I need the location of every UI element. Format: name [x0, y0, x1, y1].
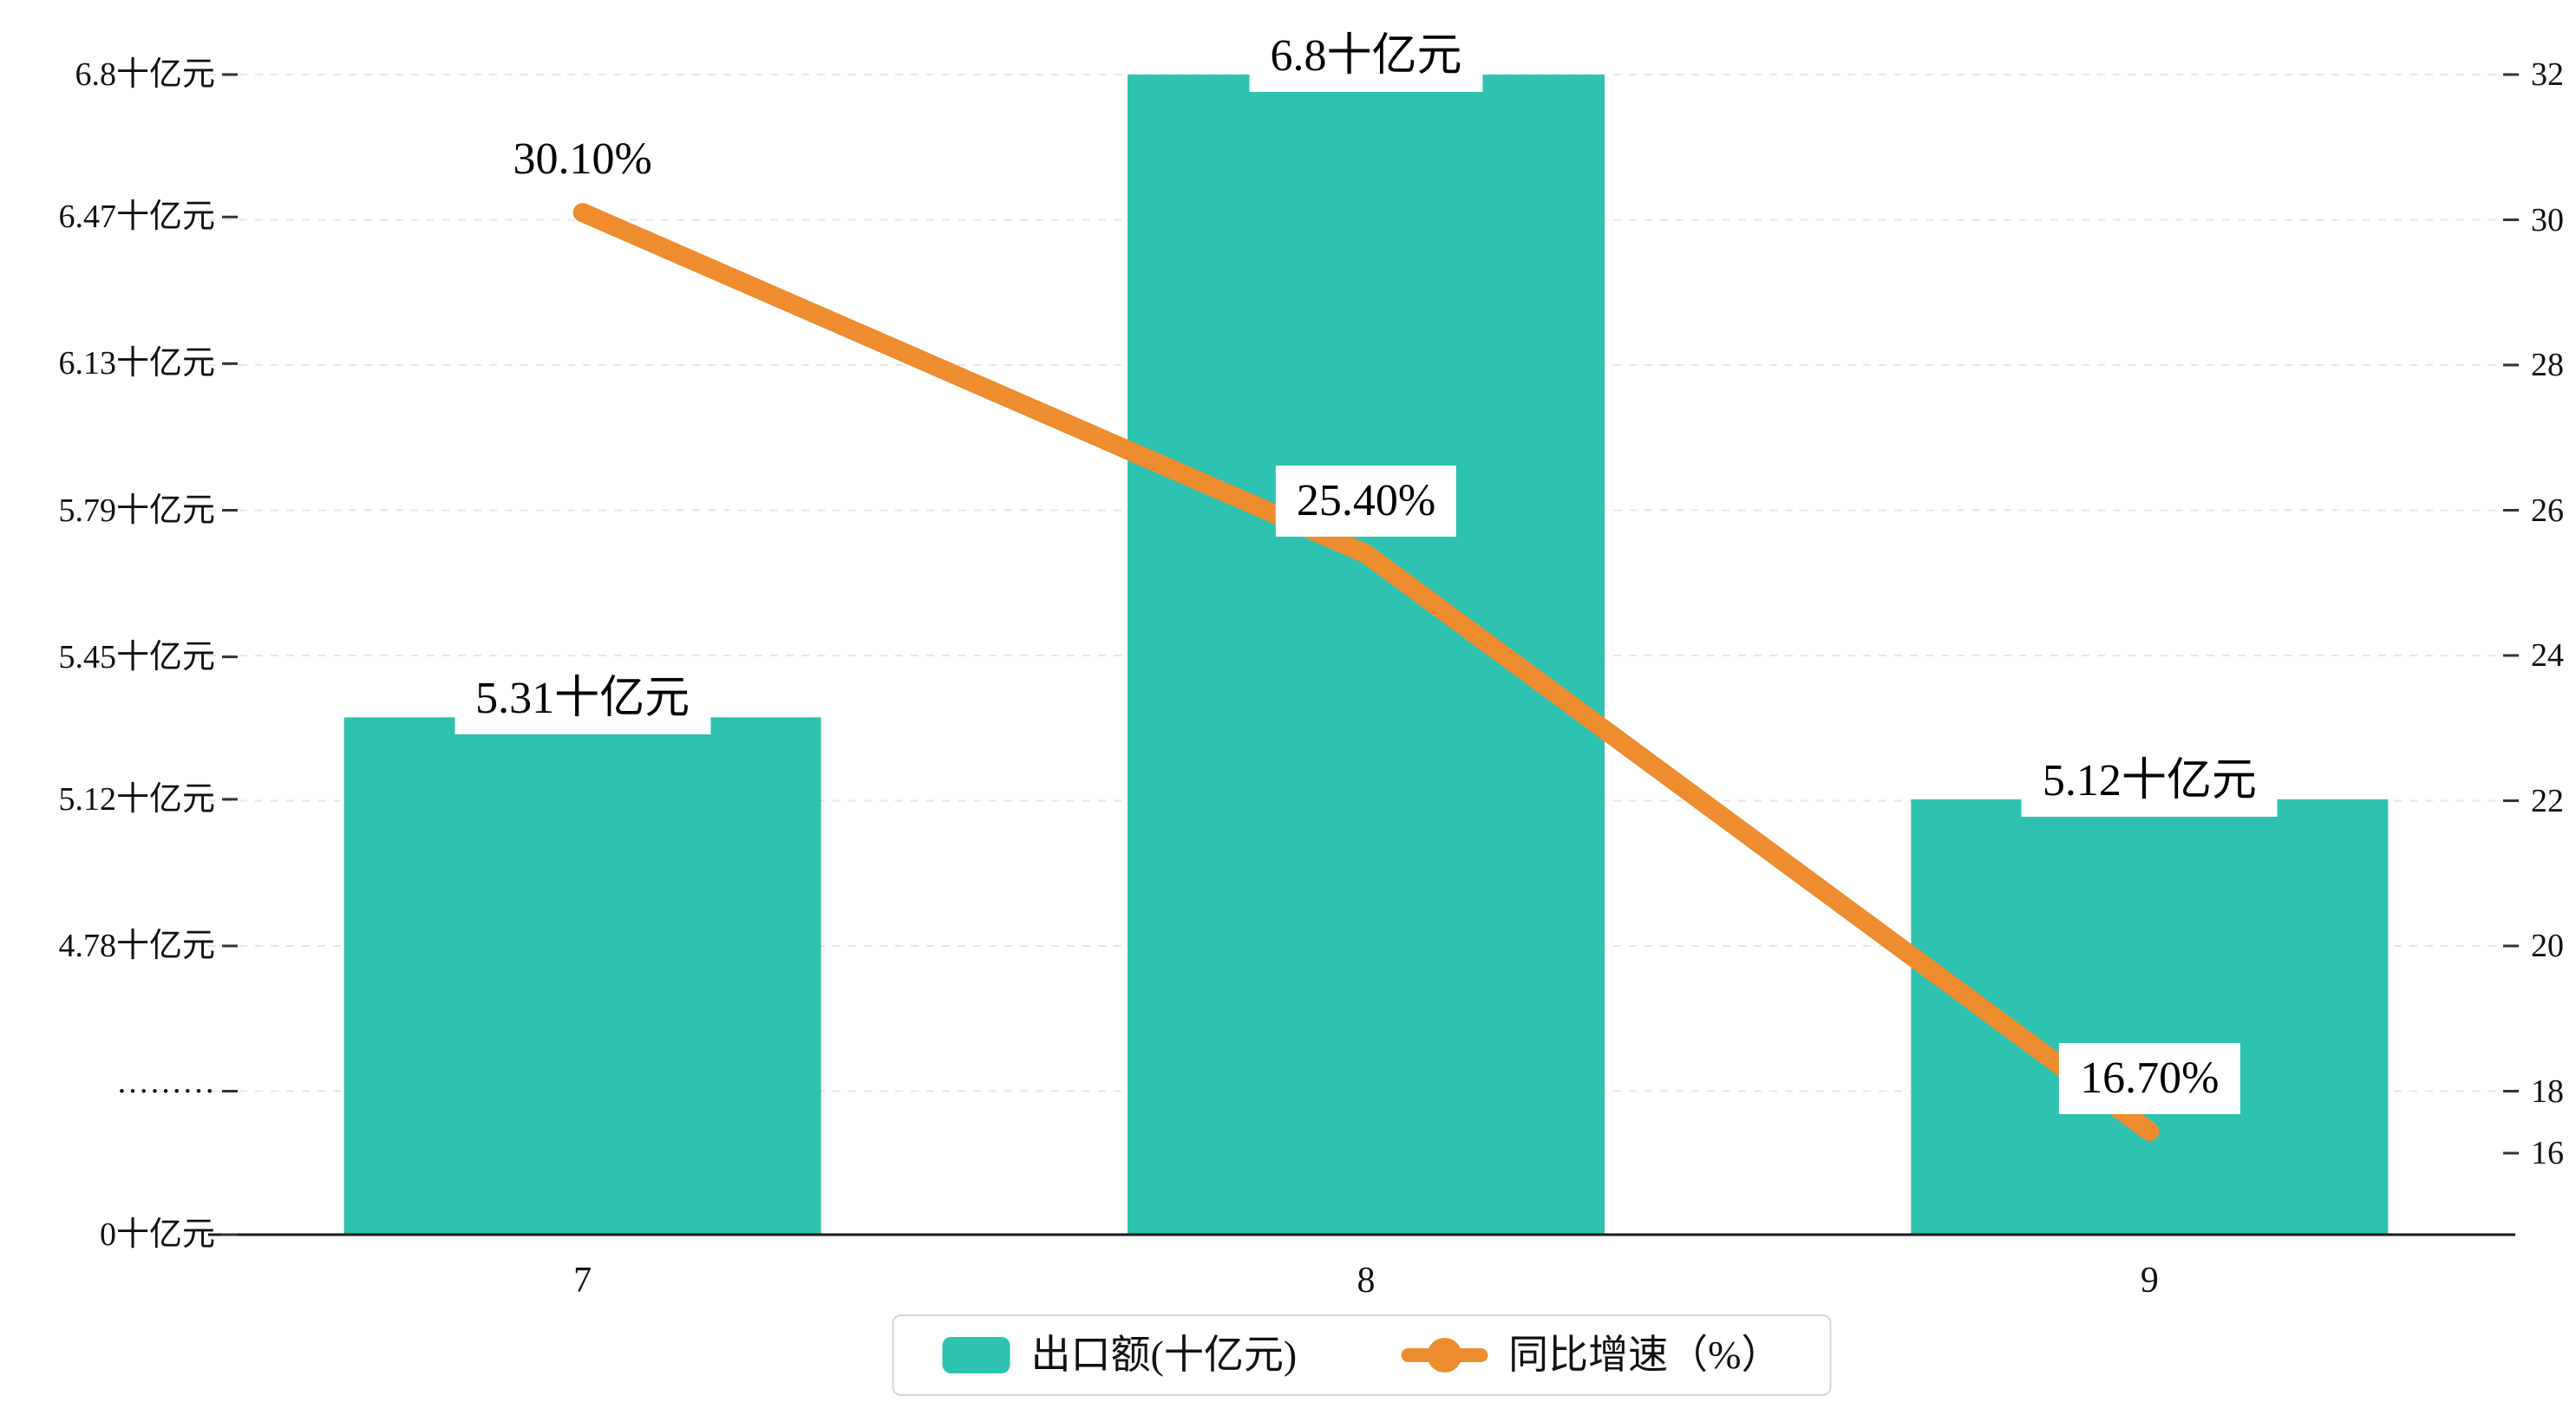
x-axis-label: 8 — [1357, 1261, 1376, 1301]
right-axis-tick-label: 24 — [2531, 637, 2564, 674]
growth-line[interactable] — [572, 203, 2160, 1141]
bar-value-label: 6.8十亿元 — [1249, 21, 1483, 93]
line-series-marker-icon — [1401, 1336, 1488, 1374]
left-axis-tick-label: 5.12十亿元 — [58, 780, 215, 818]
right-axis-tick-label: 22 — [2531, 782, 2564, 819]
legend-label-growth: 同比增速（%） — [1508, 1333, 1782, 1377]
legend-label-export: 出口额(十亿元) — [1030, 1333, 1298, 1377]
left-axis-tick-label: 4.78十亿元 — [58, 928, 215, 964]
left-axis-tick-label: 6.8十亿元 — [75, 56, 215, 94]
right-axis-tick-label: 16 — [2531, 1135, 2564, 1171]
left-axis-tick-label: 5.45十亿元 — [58, 638, 215, 675]
legend: 出口额(十亿元) 同比增速（%） — [892, 1314, 1832, 1396]
bar-month-7[interactable] — [343, 717, 821, 1235]
legend-item-export-bar[interactable]: 出口额(十亿元) — [942, 1328, 1298, 1382]
right-axis-tick-label: 26 — [2531, 492, 2564, 529]
line-value-label: 25.40% — [1275, 465, 1457, 537]
left-axis-break-label: ········· — [116, 1073, 215, 1110]
left-axis-tick-label: 6.47十亿元 — [58, 199, 215, 236]
right-axis-tick-label: 30 — [2531, 201, 2564, 238]
bar-month-8[interactable] — [1128, 75, 1605, 1235]
right-axis-tick-label: 28 — [2531, 347, 2564, 383]
x-axis-label: 9 — [2140, 1261, 2159, 1301]
bar-series-swatch-icon — [942, 1337, 1010, 1373]
bar-value-label: 5.12十亿元 — [2021, 745, 2278, 817]
line-series-marker-dot — [1427, 1338, 1462, 1373]
left-axis-tick-label: 5.79十亿元 — [58, 492, 215, 529]
right-axis-tick-label: 20 — [2531, 928, 2564, 964]
x-axis-label: 7 — [573, 1261, 592, 1301]
line-value-label: 16.70% — [2059, 1042, 2240, 1114]
legend-item-growth-line[interactable]: 同比增速（%） — [1401, 1328, 1781, 1382]
bar-value-label: 5.31十亿元 — [454, 663, 711, 735]
left-axis-tick-label: 6.13十亿元 — [58, 345, 215, 382]
right-axis-tick-label: 18 — [2531, 1073, 2564, 1110]
left-axis-zero-label: 0十亿元 — [99, 1216, 215, 1253]
right-axis-tick-label: 32 — [2531, 56, 2564, 93]
line-value-label: 30.10% — [492, 124, 673, 196]
